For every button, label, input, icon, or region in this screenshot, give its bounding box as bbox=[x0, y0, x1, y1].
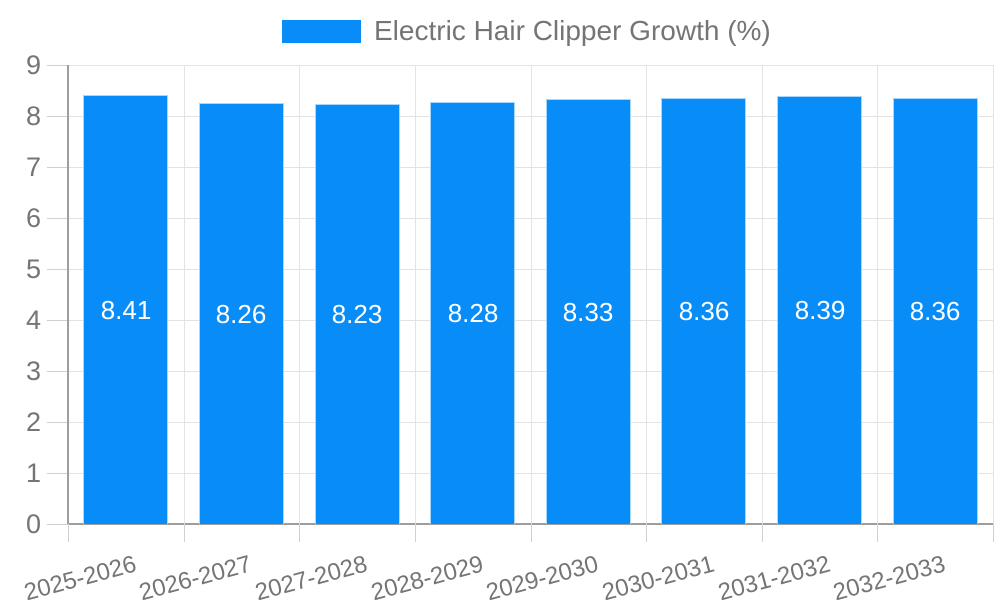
gridline-horizontal bbox=[68, 473, 993, 474]
y-axis-label: 4 bbox=[25, 305, 41, 335]
gridline-vertical bbox=[184, 65, 185, 524]
y-axis-label: 7 bbox=[25, 152, 41, 182]
x-axis-tick bbox=[415, 524, 416, 542]
y-axis-tick bbox=[47, 167, 68, 168]
x-axis-tick bbox=[646, 524, 647, 542]
gridline-vertical bbox=[415, 65, 416, 524]
y-axis-tick bbox=[47, 218, 68, 219]
y-axis-tick bbox=[47, 524, 68, 525]
x-axis-label: 2028-2029 bbox=[368, 550, 487, 600]
bar[interactable] bbox=[777, 96, 862, 524]
bar[interactable] bbox=[546, 99, 631, 524]
y-axis-label: 0 bbox=[25, 509, 41, 539]
gridline-vertical bbox=[646, 65, 647, 524]
gridline-vertical bbox=[299, 65, 300, 524]
x-axis-tick bbox=[993, 524, 994, 542]
gridline-horizontal bbox=[68, 371, 993, 372]
y-axis-label: 3 bbox=[25, 356, 41, 386]
gridline-vertical bbox=[993, 65, 994, 524]
gridline-vertical bbox=[877, 65, 878, 524]
x-axis-label: 2031-2032 bbox=[715, 550, 834, 600]
y-axis-label: 2 bbox=[25, 407, 41, 437]
bar[interactable] bbox=[661, 98, 746, 524]
y-axis-tick bbox=[47, 269, 68, 270]
y-axis-label: 8 bbox=[25, 101, 41, 131]
x-axis-label: 2026-2027 bbox=[136, 550, 255, 600]
gridline-vertical bbox=[762, 65, 763, 524]
legend-swatch[interactable] bbox=[282, 19, 361, 43]
y-axis-label: 5 bbox=[25, 254, 41, 284]
legend[interactable]: Electric Hair Clipper Growth (%) bbox=[282, 14, 771, 48]
x-axis-label: 2025-2026 bbox=[21, 550, 140, 600]
y-axis-tick bbox=[47, 65, 68, 66]
gridline-vertical bbox=[531, 65, 532, 524]
x-axis-tick bbox=[184, 524, 185, 542]
bar[interactable] bbox=[83, 95, 168, 524]
y-axis-tick bbox=[47, 473, 68, 474]
y-axis-label: 6 bbox=[25, 203, 41, 233]
x-axis-tick bbox=[68, 524, 69, 542]
gridline-horizontal bbox=[68, 218, 993, 219]
x-axis-line bbox=[68, 523, 993, 525]
gridline-horizontal bbox=[68, 116, 993, 117]
gridline-horizontal bbox=[68, 167, 993, 168]
bar[interactable] bbox=[315, 104, 400, 524]
gridline-horizontal bbox=[68, 422, 993, 423]
x-axis-label: 2029-2030 bbox=[483, 550, 602, 600]
y-axis-line bbox=[67, 65, 69, 524]
x-axis-tick bbox=[531, 524, 532, 542]
x-axis-label: 2027-2028 bbox=[252, 550, 371, 600]
y-axis-tick bbox=[47, 116, 68, 117]
legend-label: Electric Hair Clipper Growth (%) bbox=[374, 15, 771, 46]
bar[interactable] bbox=[430, 102, 515, 524]
bar[interactable] bbox=[199, 103, 284, 524]
x-axis-tick bbox=[762, 524, 763, 542]
y-axis-tick bbox=[47, 320, 68, 321]
y-axis-label: 1 bbox=[25, 458, 41, 488]
y-axis-tick bbox=[47, 371, 68, 372]
x-axis-tick bbox=[877, 524, 878, 542]
gridline-horizontal bbox=[68, 269, 993, 270]
x-axis-label: 2030-2031 bbox=[599, 550, 718, 600]
x-axis-tick bbox=[299, 524, 300, 542]
y-axis-tick bbox=[47, 422, 68, 423]
bar[interactable] bbox=[893, 98, 978, 524]
y-axis-label: 9 bbox=[25, 50, 41, 80]
x-axis-label: 2032-2033 bbox=[830, 550, 949, 600]
gridline-horizontal bbox=[68, 320, 993, 321]
gridline-horizontal bbox=[68, 65, 993, 66]
